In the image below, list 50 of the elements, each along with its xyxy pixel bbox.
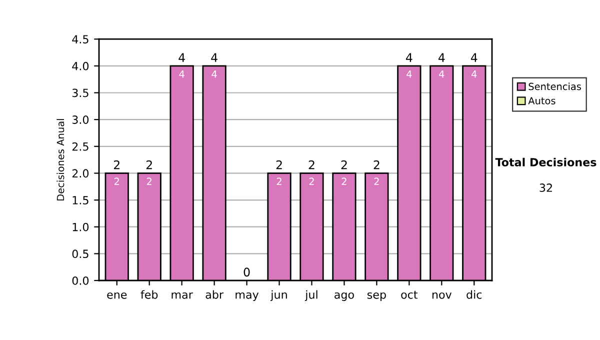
total-label: 4 <box>211 53 218 62</box>
x-tick-label: sep <box>367 292 386 301</box>
legend-label: Autos <box>528 97 556 104</box>
x-tick-label: may <box>236 292 259 301</box>
total-label: 4 <box>470 53 478 62</box>
y-tick-label: 2.0 <box>72 169 89 178</box>
data-label: 4 <box>179 70 184 78</box>
data-label: 2 <box>342 178 346 185</box>
x-tick-label: jul <box>304 290 318 301</box>
x-tick-label: feb <box>140 290 158 299</box>
data-label: 4 <box>472 70 477 78</box>
x-tick-label: oct <box>401 290 418 299</box>
data-label: 4 <box>212 70 217 78</box>
x-tick-label: ene <box>107 292 127 299</box>
y-tick-label: 4.5 <box>72 35 88 44</box>
data-label: 2 <box>114 178 119 185</box>
total-label: 2 <box>341 160 347 170</box>
total-label: 4 <box>178 53 185 62</box>
total-label: 2 <box>308 160 314 170</box>
text: 32 <box>540 184 552 192</box>
total-label: 2 <box>374 160 380 170</box>
x-tick-label: mar <box>172 292 193 299</box>
data-label: 2 <box>146 178 152 185</box>
total-label: 4 <box>438 53 445 62</box>
x-tick-label: abr <box>206 290 224 299</box>
x-tick-label: dic <box>466 290 482 299</box>
y-tick-label: 0.5 <box>72 250 88 258</box>
text: Total Decisiones <box>495 158 596 166</box>
y-tick-label: 0.0 <box>72 276 89 285</box>
total-label: 4 <box>406 53 412 62</box>
data-label: 4 <box>406 70 412 78</box>
y-tick-label: 3.0 <box>72 116 89 124</box>
y-axis-title: Decisiones Anual <box>56 119 64 200</box>
x-tick-label: ago <box>334 292 354 301</box>
y-tick-label: 1.5 <box>72 196 88 204</box>
data-label: 2 <box>276 178 282 185</box>
x-tick-label: jun <box>270 290 287 301</box>
data-label: 2 <box>309 178 314 185</box>
total-label: 2 <box>276 160 282 170</box>
data-label: 2 <box>374 178 379 185</box>
x-tick-label: nov <box>432 292 452 299</box>
y-tick-label: 4.0 <box>72 62 89 70</box>
y-tick-label: 3.5 <box>72 88 88 98</box>
total-label: 2 <box>114 160 120 170</box>
data-label: 4 <box>439 70 444 78</box>
total-label: 0 <box>244 268 250 277</box>
legend-label: Sentencias <box>528 82 581 90</box>
y-tick-label: 1.0 <box>72 222 89 232</box>
total-label: 2 <box>146 160 152 170</box>
y-tick-label: 2.5 <box>72 142 88 151</box>
